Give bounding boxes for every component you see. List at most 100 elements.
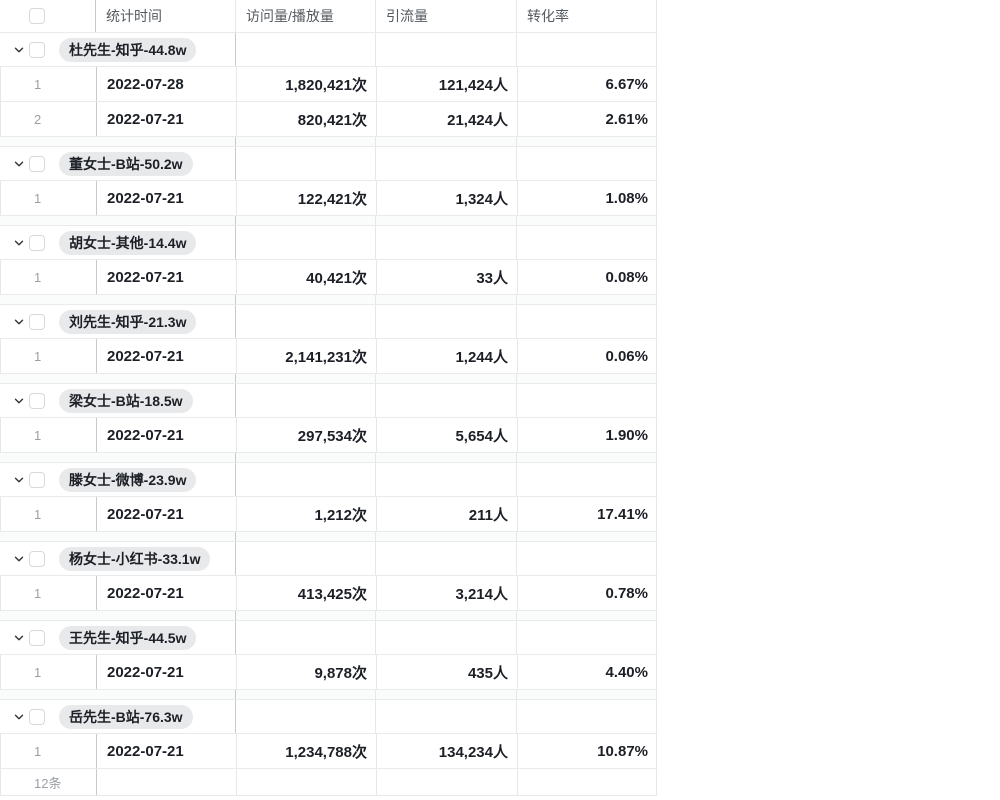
select-all-checkbox[interactable]: [29, 8, 45, 24]
group-checkbox[interactable]: [29, 155, 45, 172]
cell-conversion[interactable]: 6.67%: [517, 67, 657, 101]
chevron-down-icon[interactable]: [13, 395, 25, 407]
chevron-down-icon[interactable]: [13, 711, 25, 723]
group-label-pill[interactable]: 杨女士-小红书-33.1w: [59, 546, 211, 571]
column-header-visits[interactable]: 访问量/播放量: [235, 0, 375, 32]
group-header-row[interactable]: 滕女士-微博-23.9w: [0, 463, 657, 497]
table-row[interactable]: 1 2022-07-28 1,820,421次 121,424人 6.67%: [0, 67, 657, 102]
cell-conversion[interactable]: 1.90%: [517, 418, 657, 452]
cell-conversion[interactable]: 0.78%: [517, 576, 657, 610]
table-row[interactable]: 1 2022-07-21 297,534次 5,654人 1.90%: [0, 418, 657, 453]
cell-referral[interactable]: 1,244人: [376, 339, 517, 373]
group-checkbox[interactable]: [29, 234, 45, 251]
cell-referral[interactable]: 435人: [376, 655, 517, 689]
cell-time[interactable]: 2022-07-21: [96, 339, 236, 373]
column-header-time[interactable]: 统计时间: [95, 0, 235, 32]
table-row[interactable]: 1 2022-07-21 2,141,231次 1,244人 0.06%: [0, 339, 657, 374]
cell-time[interactable]: 2022-07-21: [96, 576, 236, 610]
group-label-pill[interactable]: 岳先生-B站-76.3w: [59, 704, 193, 729]
cell-referral[interactable]: 121,424人: [376, 67, 517, 101]
chevron-down-icon[interactable]: [13, 632, 25, 644]
spacer-cell: [0, 611, 235, 620]
column-header-referral[interactable]: 引流量: [375, 0, 516, 32]
cell-conversion[interactable]: 0.08%: [517, 260, 657, 294]
group-label-pill[interactable]: 梁女士-B站-18.5w: [59, 388, 193, 413]
cell-visits[interactable]: 122,421次: [236, 181, 376, 215]
cell-visits[interactable]: 297,534次: [236, 418, 376, 452]
cell-visits[interactable]: 820,421次: [236, 102, 376, 136]
chevron-down-icon[interactable]: [13, 237, 25, 249]
cell-time[interactable]: 2022-07-21: [96, 497, 236, 531]
cell-time[interactable]: 2022-07-21: [96, 260, 236, 294]
table-row[interactable]: 1 2022-07-21 122,421次 1,324人 1.08%: [0, 181, 657, 216]
group-header-row[interactable]: 刘先生-知乎-21.3w: [0, 305, 657, 339]
group-checkbox[interactable]: [29, 708, 45, 725]
group-label-pill[interactable]: 王先生-知乎-44.5w: [59, 625, 197, 650]
cell-referral[interactable]: 33人: [376, 260, 517, 294]
spacer-cell: [375, 295, 516, 304]
cell-referral[interactable]: 1,324人: [376, 181, 517, 215]
group-header-cell: 杨女士-小红书-33.1w: [0, 542, 235, 575]
chevron-down-icon[interactable]: [13, 474, 25, 486]
group-label-pill[interactable]: 胡女士-其他-14.4w: [59, 230, 197, 255]
group-label-pill[interactable]: 董女士-B站-50.2w: [59, 151, 193, 176]
group-header-row[interactable]: 董女士-B站-50.2w: [0, 147, 657, 181]
group-header-row[interactable]: 岳先生-B站-76.3w: [0, 700, 657, 734]
cell-time[interactable]: 2022-07-21: [96, 102, 236, 136]
group-header-row[interactable]: 梁女士-B站-18.5w: [0, 384, 657, 418]
cell-time[interactable]: 2022-07-21: [96, 655, 236, 689]
group-header-row[interactable]: 杜先生-知乎-44.8w: [0, 33, 657, 67]
group-header-row[interactable]: 王先生-知乎-44.5w: [0, 621, 657, 655]
group-checkbox[interactable]: [29, 41, 45, 58]
cell-conversion[interactable]: 0.06%: [517, 339, 657, 373]
cell-referral[interactable]: 21,424人: [376, 102, 517, 136]
group-spacer: [0, 295, 657, 305]
group-label-pill[interactable]: 杜先生-知乎-44.8w: [59, 37, 197, 62]
table-row[interactable]: 1 2022-07-21 9,878次 435人 4.40%: [0, 655, 657, 690]
group-checkbox[interactable]: [29, 550, 45, 567]
table-row[interactable]: 1 2022-07-21 40,421次 33人 0.08%: [0, 260, 657, 295]
group-checkbox[interactable]: [29, 392, 45, 409]
group-header-cell: 岳先生-B站-76.3w: [0, 700, 235, 733]
chevron-down-icon[interactable]: [13, 44, 25, 56]
group-empty-cell: [375, 226, 516, 259]
group-label-pill[interactable]: 滕女士-微博-23.9w: [59, 467, 197, 492]
cell-referral[interactable]: 211人: [376, 497, 517, 531]
chevron-down-icon[interactable]: [13, 158, 25, 170]
group-spacer: [0, 216, 657, 226]
cell-time[interactable]: 2022-07-28: [96, 67, 236, 101]
cell-conversion[interactable]: 17.41%: [517, 497, 657, 531]
cell-visits[interactable]: 1,212次: [236, 497, 376, 531]
group-checkbox[interactable]: [29, 313, 45, 330]
row-index: 1: [34, 76, 42, 92]
cell-time[interactable]: 2022-07-21: [96, 734, 236, 768]
table-row[interactable]: 2 2022-07-21 820,421次 21,424人 2.61%: [0, 102, 657, 137]
cell-time[interactable]: 2022-07-21: [96, 418, 236, 452]
cell-referral[interactable]: 134,234人: [376, 734, 517, 768]
chevron-down-icon[interactable]: [13, 553, 25, 565]
cell-conversion[interactable]: 2.61%: [517, 102, 657, 136]
group-label-pill[interactable]: 刘先生-知乎-21.3w: [59, 309, 197, 334]
cell-conversion[interactable]: 4.40%: [517, 655, 657, 689]
cell-visits[interactable]: 40,421次: [236, 260, 376, 294]
column-header-conversion[interactable]: 转化率: [516, 0, 656, 32]
cell-visits[interactable]: 2,141,231次: [236, 339, 376, 373]
group-header-row[interactable]: 胡女士-其他-14.4w: [0, 226, 657, 260]
group-header-row[interactable]: 杨女士-小红书-33.1w: [0, 542, 657, 576]
cell-referral[interactable]: 5,654人: [376, 418, 517, 452]
group-checkbox[interactable]: [29, 471, 45, 488]
spacer-cell: [375, 453, 516, 462]
group-checkbox[interactable]: [29, 629, 45, 646]
table-row[interactable]: 1 2022-07-21 413,425次 3,214人 0.78%: [0, 576, 657, 611]
cell-conversion[interactable]: 1.08%: [517, 181, 657, 215]
cell-time[interactable]: 2022-07-21: [96, 181, 236, 215]
cell-visits[interactable]: 413,425次: [236, 576, 376, 610]
cell-referral[interactable]: 3,214人: [376, 576, 517, 610]
table-row[interactable]: 1 2022-07-21 1,212次 211人 17.41%: [0, 497, 657, 532]
table-row[interactable]: 1 2022-07-21 1,234,788次 134,234人 10.87%: [0, 734, 657, 769]
cell-conversion[interactable]: 10.87%: [517, 734, 657, 768]
cell-visits[interactable]: 1,234,788次: [236, 734, 376, 768]
cell-visits[interactable]: 1,820,421次: [236, 67, 376, 101]
cell-visits[interactable]: 9,878次: [236, 655, 376, 689]
chevron-down-icon[interactable]: [13, 316, 25, 328]
